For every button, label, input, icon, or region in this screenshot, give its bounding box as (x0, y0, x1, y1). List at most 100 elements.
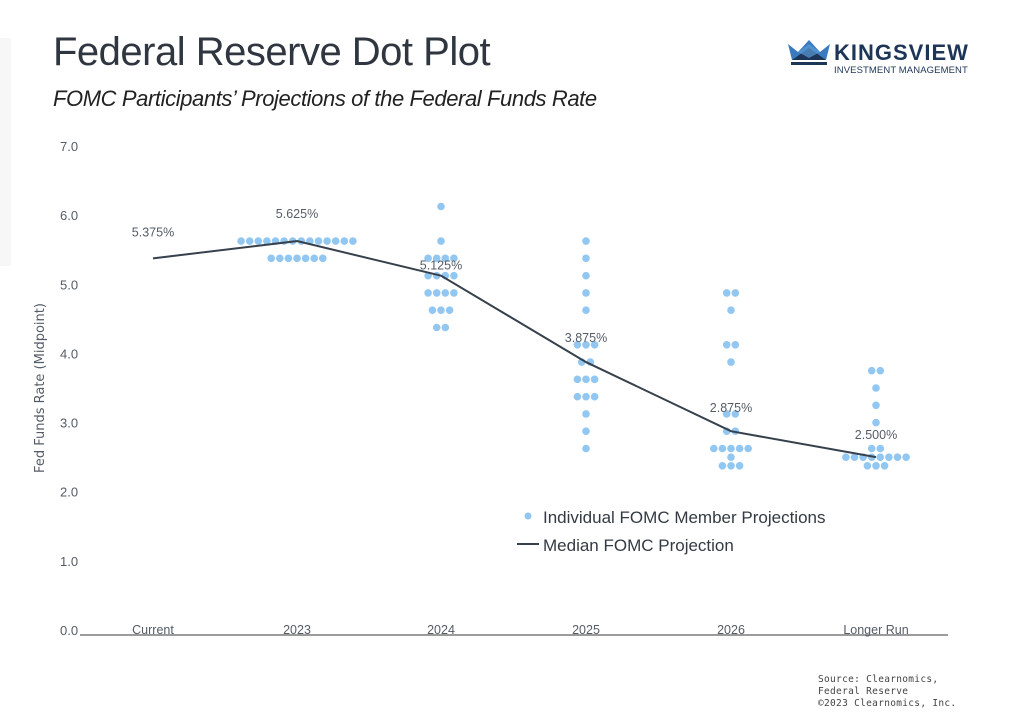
projection-dot (314, 237, 323, 245)
left-edge-panel (0, 38, 11, 266)
projection-dot (590, 340, 599, 349)
projection-dot (880, 461, 889, 470)
source-line: Federal Reserve (818, 686, 909, 697)
projection-dot (863, 461, 872, 470)
projection-dot (582, 340, 590, 349)
legend: Individual FOMC Member Projections Media… (517, 508, 825, 555)
projection-dot (727, 461, 735, 470)
projection-dot (710, 444, 718, 453)
projection-dot (450, 289, 458, 297)
projection-dot (722, 289, 731, 297)
legend-label-dots: Individual FOMC Member Projections (543, 508, 825, 527)
projection-dot (437, 306, 445, 315)
projection-dot (450, 271, 458, 280)
projection-dot (872, 384, 880, 392)
dots-layer (237, 202, 910, 470)
crown-icon (788, 40, 830, 65)
median-value-label: 5.125% (420, 259, 462, 273)
projection-dot (301, 254, 310, 263)
projection-dot (727, 306, 735, 315)
projection-dot (582, 306, 590, 315)
projection-dot (744, 444, 752, 453)
projection-dot (876, 444, 885, 453)
projection-dot (582, 289, 590, 297)
projection-dot (727, 453, 735, 461)
page-subtitle: FOMC Participants’ Projections of the Fe… (53, 86, 597, 111)
projection-dot (424, 254, 432, 263)
projection-dot (428, 306, 437, 315)
legend-label-median: Median FOMC Projection (543, 536, 734, 555)
projection-dot (582, 444, 590, 453)
x-tick-label: Current (132, 623, 174, 637)
page-title: Federal Reserve Dot Plot (53, 30, 491, 74)
y-axis-label: Fed Funds Rate (Midpoint) (33, 303, 48, 473)
projection-dot (319, 254, 327, 263)
source-line: ©2023 Clearnomics, Inc. (818, 698, 957, 709)
projection-dot (293, 254, 301, 263)
projection-dot (850, 453, 859, 461)
projection-dot (276, 254, 284, 263)
projection-dot (735, 461, 744, 470)
median-value-label: 2.500% (855, 428, 897, 442)
legend-dot-icon (524, 512, 532, 520)
projection-dot (310, 254, 319, 263)
projection-dot (245, 237, 254, 245)
projection-dot (872, 401, 880, 410)
projection-dot (441, 323, 450, 332)
projection-dot (331, 237, 340, 245)
x-tick-label: Longer Run (843, 623, 908, 637)
y-tick-label: 7.0 (60, 139, 78, 154)
median-labels: 5.375% 5.625% 5.125% 3.875% 2.875% 2.500% (132, 207, 897, 442)
projection-dot (267, 254, 276, 263)
projection-dot (727, 444, 735, 453)
kingsview-logo: KINGSVIEW INVESTMENT MANAGEMENT (788, 38, 978, 78)
projection-dot (432, 254, 441, 263)
projection-dot (441, 289, 450, 297)
projection-dot (727, 358, 735, 366)
projection-dot (573, 392, 582, 401)
projection-dot (323, 237, 331, 245)
projection-dot (349, 237, 357, 245)
logo-name: KINGSVIEW (834, 40, 969, 65)
projection-dot (590, 375, 599, 384)
projection-dot (718, 461, 727, 470)
projection-dot (731, 289, 740, 297)
projection-dot (590, 392, 599, 401)
projection-dot (432, 323, 441, 332)
y-tick-label: 5.0 (60, 277, 78, 292)
median-value-label: 3.875% (565, 331, 607, 345)
projection-dot (573, 375, 582, 384)
projection-dot (445, 306, 454, 315)
projection-dot (876, 366, 885, 375)
x-tick-label: 2024 (427, 623, 455, 637)
projection-dot (722, 340, 731, 349)
projection-dot (872, 418, 880, 427)
projection-dot (582, 237, 590, 245)
projection-dot (437, 202, 445, 211)
source-note: Source: Clearnomics, Federal Reserve ©20… (818, 674, 956, 710)
y-tick-label: 2.0 (60, 485, 78, 500)
projection-dot (902, 453, 910, 461)
projection-dot (450, 254, 458, 263)
projection-dot (731, 340, 740, 349)
projection-dot (735, 444, 744, 453)
projection-dot (284, 254, 293, 263)
projection-dot (441, 254, 450, 263)
y-tick-label: 6.0 (60, 208, 78, 223)
projection-dot (437, 237, 445, 245)
x-tick-label: 2023 (283, 623, 311, 637)
x-tick-label: 2025 (572, 623, 600, 637)
projection-dot (872, 461, 880, 470)
median-value-label: 5.375% (132, 225, 174, 239)
y-tick-label: 4.0 (60, 346, 78, 361)
projection-dot (582, 375, 590, 384)
projection-dot (718, 444, 727, 453)
median-value-label: 5.625% (276, 207, 318, 221)
projection-dot (582, 271, 590, 280)
x-axis: Current 2023 2024 2025 2026 Longer Run (132, 623, 909, 637)
projection-dot (885, 453, 893, 461)
projection-dot (424, 289, 432, 297)
projection-dot (573, 340, 582, 349)
projection-dot (582, 410, 590, 418)
